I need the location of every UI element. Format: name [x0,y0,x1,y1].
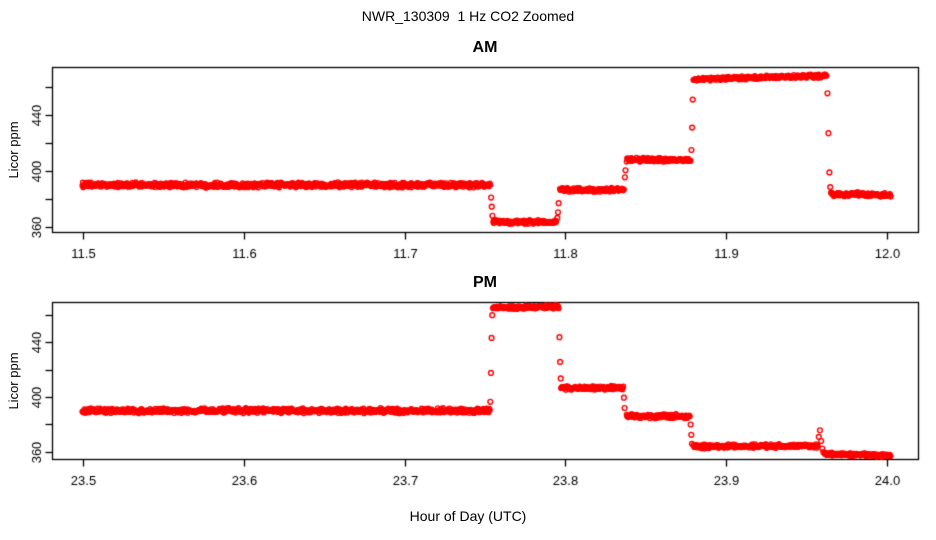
pm-subplot-title: PM [473,274,497,291]
am-y-axis-label: Licor ppm [6,121,21,179]
chart-main-title: NWR_130309 1 Hz CO2 Zoomed [361,8,575,24]
pm-y-axis-label: Licor ppm [6,352,21,410]
x-axis-title: Hour of Day (UTC) [409,508,527,524]
am-subplot-title: AM [472,39,498,56]
